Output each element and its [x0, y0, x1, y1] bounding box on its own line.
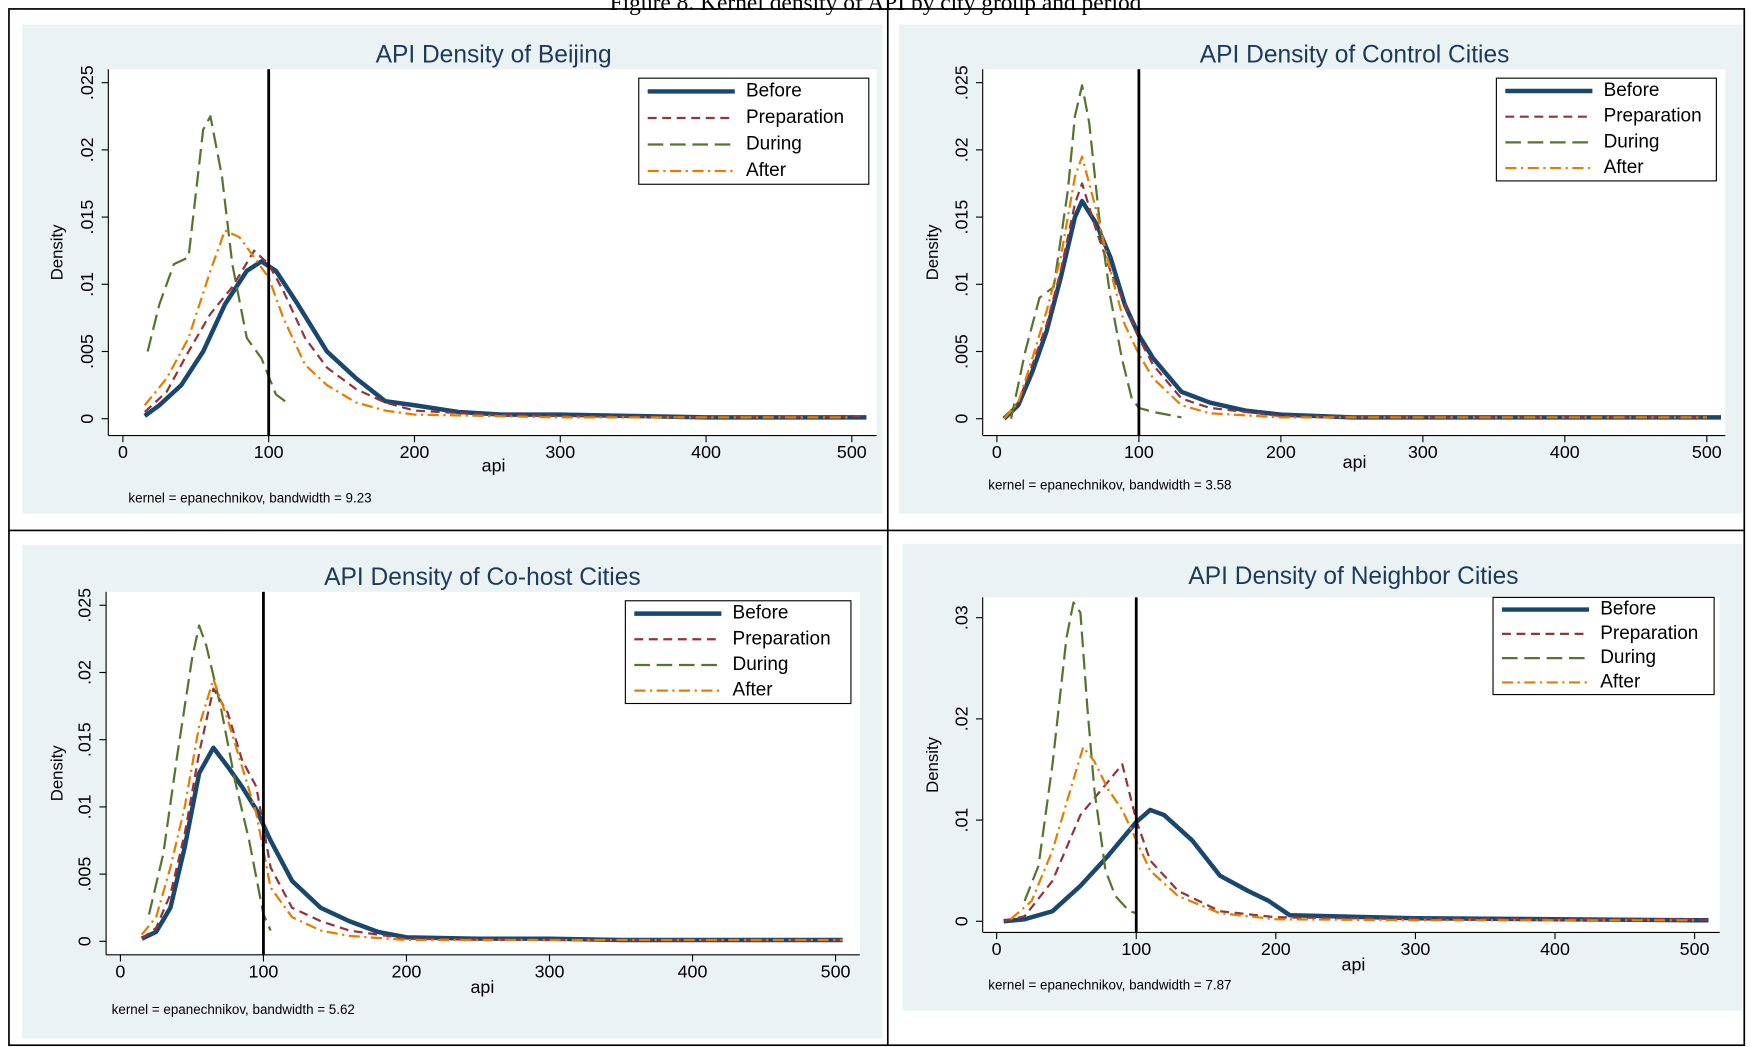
y-tick-label: .015	[75, 722, 95, 757]
y-tick-label: .005	[75, 857, 95, 892]
x-tick-label: 0	[992, 442, 1002, 462]
density-line	[1003, 182, 1707, 420]
y-tick-label: .02	[951, 706, 971, 731]
y-tick-label: 0	[951, 414, 971, 424]
legend-label: After	[733, 680, 773, 701]
x-tick-label: 500	[821, 961, 851, 981]
legend-box	[638, 77, 870, 185]
y-tick-label: .01	[951, 272, 971, 297]
x-tick-label: 0	[115, 961, 125, 981]
panel-title: API Density of Neighbor Cities	[1188, 563, 1518, 590]
legend-box	[1495, 77, 1717, 182]
y-tick-label: .005	[951, 334, 971, 369]
legend-label: After	[746, 160, 786, 181]
x-tick-label: 500	[1680, 939, 1710, 959]
y-tick-label: .02	[951, 137, 971, 162]
x-axis-label: api	[1343, 452, 1367, 472]
y-tick-label: .025	[75, 588, 95, 623]
density-line	[1009, 84, 1182, 419]
legend-label: After	[1600, 671, 1640, 692]
y-tick-label: 0	[75, 936, 95, 946]
x-tick-label: 400	[1550, 442, 1580, 462]
legend-box	[1492, 596, 1715, 696]
y-tick-label: .005	[77, 334, 97, 369]
legend-box	[624, 600, 852, 705]
x-tick-label: 0	[992, 939, 1002, 959]
x-tick-label: 500	[837, 442, 867, 462]
legend-label: Preparation	[1604, 106, 1702, 127]
note: kernel = epanechnikov, bandwidth = 5.62	[112, 1002, 355, 1017]
x-tick-label: 400	[678, 961, 708, 981]
y-tick-label: .03	[951, 605, 971, 630]
x-tick-label: 300	[545, 442, 575, 462]
legend-label: Before	[746, 80, 802, 101]
x-tick-label: 200	[1266, 442, 1296, 462]
legend-label: Before	[1604, 80, 1660, 101]
legend-label: Preparation	[746, 107, 844, 128]
legend-label: During	[1604, 131, 1660, 152]
density-line	[1009, 746, 1695, 922]
y-tick-label: .025	[77, 65, 97, 100]
x-tick-label: 400	[691, 442, 721, 462]
y-tick-label: .01	[75, 794, 95, 819]
x-axis-label: api	[482, 455, 506, 475]
x-tick-label: 100	[254, 442, 284, 462]
x-tick-label: 300	[535, 961, 565, 981]
x-tick-label: 100	[1124, 442, 1154, 462]
density-line	[143, 229, 852, 419]
y-axis-label: Density	[48, 745, 67, 801]
y-tick-label: .015	[951, 200, 971, 235]
x-tick-label: 0	[118, 442, 128, 462]
density-line	[140, 678, 843, 942]
density-line	[1023, 601, 1137, 915]
legend-label: After	[1604, 157, 1644, 178]
x-axis-label: api	[471, 977, 495, 997]
density-line	[1003, 763, 1709, 923]
y-axis-label: Density	[923, 736, 942, 792]
y-axis-label: Density	[923, 224, 942, 280]
figure-title: Figure 8. Kernel density of API by city …	[610, 0, 1142, 16]
y-tick-label: .02	[77, 137, 97, 162]
legend-label: During	[746, 133, 802, 154]
x-tick-label: 200	[1261, 939, 1291, 959]
note: kernel = epanechnikov, bandwidth = 9.23	[128, 491, 371, 506]
legend-label: Before	[1600, 599, 1656, 620]
frame	[8, 8, 1746, 1047]
note: kernel = epanechnikov, bandwidth = 3.58	[988, 477, 1231, 492]
density-line	[146, 115, 292, 407]
x-tick-label: 200	[400, 442, 430, 462]
panel-title: API Density of Co-host Cities	[324, 564, 640, 591]
x-tick-label: 200	[392, 961, 422, 981]
y-tick-label: .01	[951, 808, 971, 833]
x-tick-label: 100	[1121, 939, 1151, 959]
legend-label: Preparation	[733, 628, 831, 649]
x-tick-label: 300	[1408, 442, 1438, 462]
legend-label: During	[1600, 647, 1656, 668]
y-axis-label: Density	[48, 224, 67, 280]
density-line	[141, 687, 843, 942]
density-line	[147, 624, 272, 931]
legend-label: Preparation	[1600, 623, 1698, 644]
y-tick-label: .015	[77, 200, 97, 235]
note: kernel = epanechnikov, bandwidth = 7.87	[988, 978, 1231, 993]
y-tick-label: .025	[951, 65, 971, 100]
y-tick-label: 0	[951, 916, 971, 926]
y-tick-label: .01	[77, 272, 97, 297]
legend-label: During	[733, 654, 789, 675]
x-tick-label: 400	[1540, 939, 1570, 959]
y-tick-label: .02	[75, 660, 95, 685]
legend-label: Before	[733, 603, 789, 624]
x-tick-label: 100	[249, 961, 279, 981]
panel-title: API Density of Beijing	[376, 41, 612, 68]
y-tick-label: 0	[77, 414, 97, 424]
x-tick-label: 500	[1692, 442, 1722, 462]
panel-title: API Density of Control Cities	[1200, 41, 1510, 68]
x-tick-label: 300	[1401, 939, 1431, 959]
x-axis-label: api	[1342, 955, 1366, 975]
density-line	[143, 249, 867, 419]
